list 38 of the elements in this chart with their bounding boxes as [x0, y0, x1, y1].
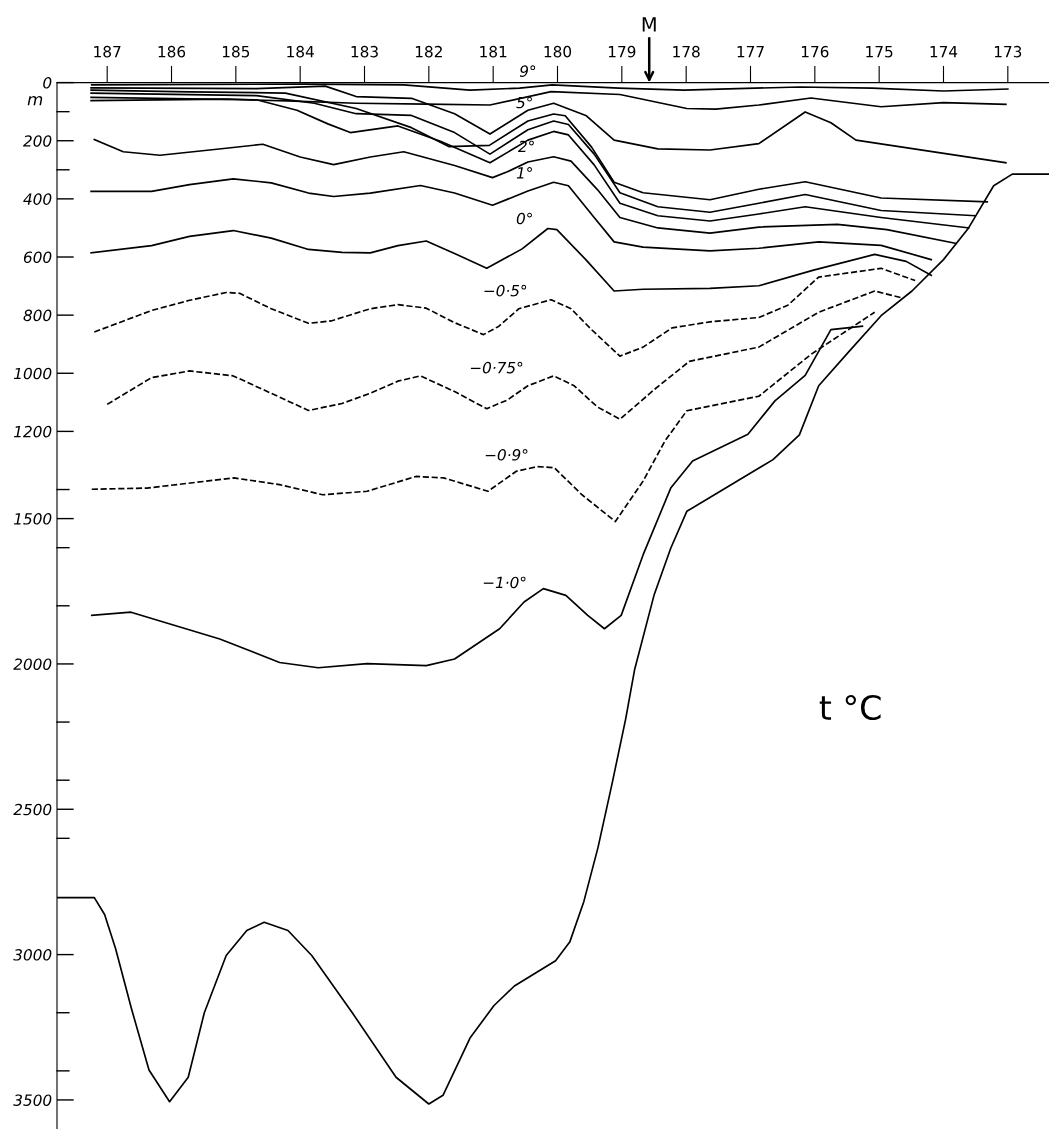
text: t °C	[819, 694, 881, 721]
y-tick-label: 1500	[14, 513, 52, 525]
annotation: −0·5°	[484, 284, 527, 297]
x-tick-label: 183	[351, 45, 378, 58]
x-tick-label: 184	[287, 45, 314, 58]
x-tick-label: 177	[737, 46, 764, 58]
y-tick-label: 3000	[13, 949, 52, 961]
x-tick-label: 181	[480, 45, 507, 58]
y-tick-label: 1200	[14, 425, 52, 438]
y-tick-label: 2000	[13, 658, 52, 670]
annotation: 2°	[518, 140, 534, 152]
x-tick-label: 178	[673, 45, 700, 58]
y-tick-label: 1000	[14, 367, 52, 380]
x-tick-label: 186	[158, 45, 186, 58]
x-tick-label: 176	[801, 45, 829, 58]
y-tick-label: 400	[23, 193, 52, 205]
annotation: −0·75°	[470, 361, 523, 374]
annotation: −0·9°	[485, 449, 528, 461]
y-tick-label: 3500	[13, 1094, 52, 1106]
annotation: 9°	[519, 65, 536, 77]
x-tick-label: 185	[222, 45, 250, 58]
y-tick-label: 600	[23, 251, 52, 264]
x-tick-label: 179	[608, 45, 636, 58]
x-tick-label: 173	[994, 45, 1022, 58]
text: M	[642, 17, 656, 32]
x-tick-label: 175	[866, 46, 893, 58]
x-tick-label: 174	[930, 46, 958, 58]
y-axis-title: m	[27, 95, 43, 106]
x-tick-label: 182	[415, 45, 442, 58]
y-tick-label: 200	[23, 135, 52, 147]
y-tick-label: 0	[43, 77, 52, 89]
annotation: −1·0°	[483, 576, 526, 589]
annotation: 0°	[516, 212, 532, 225]
annotation: 1°	[516, 167, 532, 179]
y-tick-label: 800	[23, 309, 52, 322]
x-tick-label: 180	[544, 45, 572, 58]
y-tick-label: 2500	[13, 803, 52, 816]
x-tick-label: 187	[94, 45, 121, 58]
